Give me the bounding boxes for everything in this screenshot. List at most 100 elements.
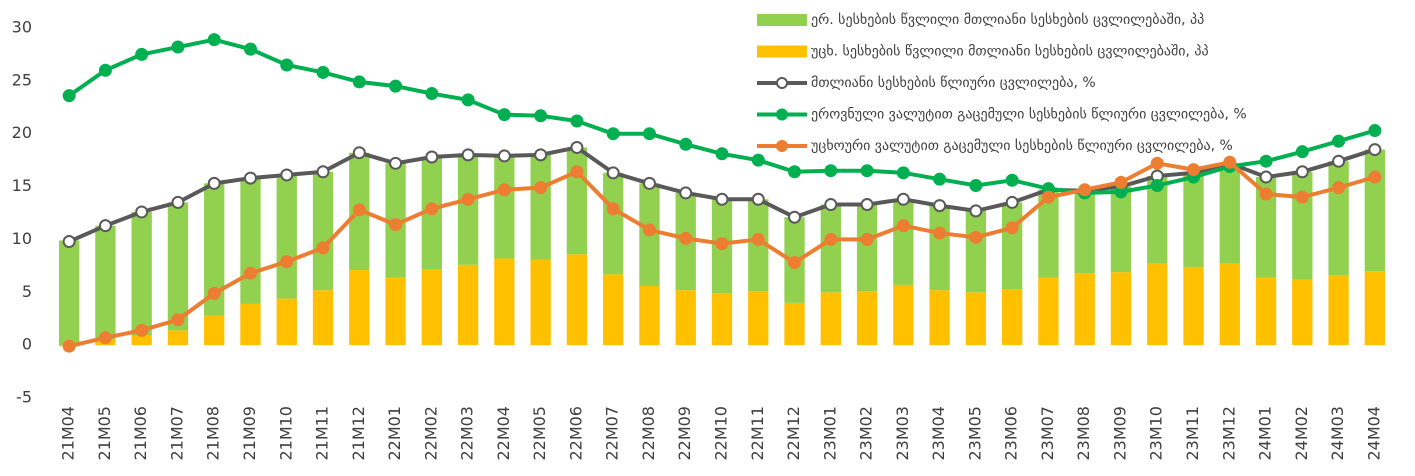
bar: [1364, 149, 1386, 272]
marker: [715, 192, 729, 206]
marker: [1368, 124, 1382, 138]
x-tick-label: 24M04: [1364, 406, 1383, 461]
bar: [566, 254, 588, 346]
marker: [1332, 154, 1346, 168]
marker: [642, 176, 656, 190]
legend-swatch: [757, 14, 807, 26]
bar: [820, 204, 841, 293]
x-tick-label: 22M09: [675, 406, 694, 461]
x-tick-label: 23M03: [893, 406, 912, 461]
bar: [312, 290, 334, 346]
marker: [788, 165, 802, 179]
bar: [240, 303, 261, 346]
marker: [425, 150, 439, 164]
marker: [389, 218, 403, 232]
bar: [1292, 171, 1313, 280]
bar: [167, 330, 189, 346]
marker: [606, 202, 620, 216]
x-tick-label: 23M11: [1183, 406, 1202, 461]
bar: [1110, 186, 1132, 273]
marker: [969, 179, 983, 193]
marker: [860, 198, 874, 212]
x-tick-label: 23M04: [929, 406, 948, 461]
x-tick-label: 22M05: [530, 406, 549, 461]
x-tick-label: 22M02: [421, 406, 440, 461]
bar: [457, 154, 479, 265]
x-tick-label: 21M12: [349, 406, 368, 461]
marker: [1005, 173, 1019, 187]
marker: [62, 89, 76, 103]
marker: [715, 237, 729, 251]
legend-swatch: [776, 140, 788, 152]
marker: [606, 127, 620, 141]
marker: [316, 165, 330, 179]
legend-label: მთლიანი სესხების წლიური ცვლილება, %: [811, 74, 1096, 91]
marker: [62, 235, 76, 249]
marker: [1332, 134, 1346, 148]
marker: [679, 186, 693, 200]
x-tick-label: 23M05: [965, 406, 984, 461]
bar: [820, 292, 841, 346]
bar: [1255, 177, 1277, 278]
bar: [385, 277, 406, 346]
bar: [131, 335, 152, 346]
marker: [316, 65, 330, 79]
x-tick-label: 21M09: [240, 406, 259, 461]
marker: [860, 232, 874, 246]
marker: [824, 164, 838, 178]
bar: [1219, 263, 1240, 346]
marker: [933, 226, 947, 240]
bar: [421, 269, 442, 346]
x-tick-label: 21M05: [95, 406, 114, 461]
marker: [461, 93, 475, 107]
marker: [824, 232, 838, 246]
x-tick-label: 22M08: [639, 406, 658, 461]
x-tick-label: 22M07: [603, 406, 622, 461]
marker: [642, 127, 656, 141]
marker: [1005, 221, 1019, 235]
marker: [135, 47, 149, 61]
marker: [280, 168, 294, 182]
marker: [497, 108, 511, 122]
bar: [639, 285, 660, 346]
bar: [965, 210, 987, 293]
marker: [860, 164, 874, 178]
bar: [494, 155, 515, 259]
x-tick-label: 23M09: [1110, 406, 1129, 461]
marker: [171, 195, 185, 209]
marker: [679, 231, 693, 245]
marker: [751, 192, 765, 206]
x-tick-label: 23M12: [1219, 406, 1238, 461]
bar: [675, 290, 696, 346]
x-tick-label: 23M07: [1038, 406, 1057, 461]
marker: [1259, 154, 1273, 168]
marker: [788, 210, 802, 224]
bar: [240, 178, 261, 304]
marker: [1295, 165, 1309, 179]
x-tick-label: 21M08: [204, 406, 223, 461]
x-tick-label: 21M06: [131, 406, 150, 461]
bar: [530, 259, 551, 346]
marker: [497, 183, 511, 197]
marker: [1332, 181, 1346, 195]
bar: [1002, 289, 1023, 346]
marker: [751, 153, 765, 167]
marker: [280, 255, 294, 269]
legend-label: ეროვნული ვალუტით გაცემული სესხების წლიურ…: [811, 106, 1247, 123]
x-tick-label: 21M07: [167, 406, 186, 461]
marker: [280, 58, 294, 72]
x-tick-label: 23M02: [857, 406, 876, 461]
x-tick-label: 21M11: [313, 406, 332, 461]
legend-label: უცხოური ვალუტით გაცემული სესხების წლიური…: [811, 137, 1233, 154]
marker: [570, 140, 584, 154]
bar: [1364, 271, 1386, 346]
bar: [457, 264, 479, 346]
marker: [98, 331, 112, 345]
marker: [98, 63, 112, 77]
bar: [1292, 279, 1313, 346]
marker: [135, 205, 149, 219]
marker: [62, 339, 76, 353]
marker: [534, 181, 548, 195]
bar: [1255, 277, 1277, 346]
bar: [1147, 263, 1168, 346]
